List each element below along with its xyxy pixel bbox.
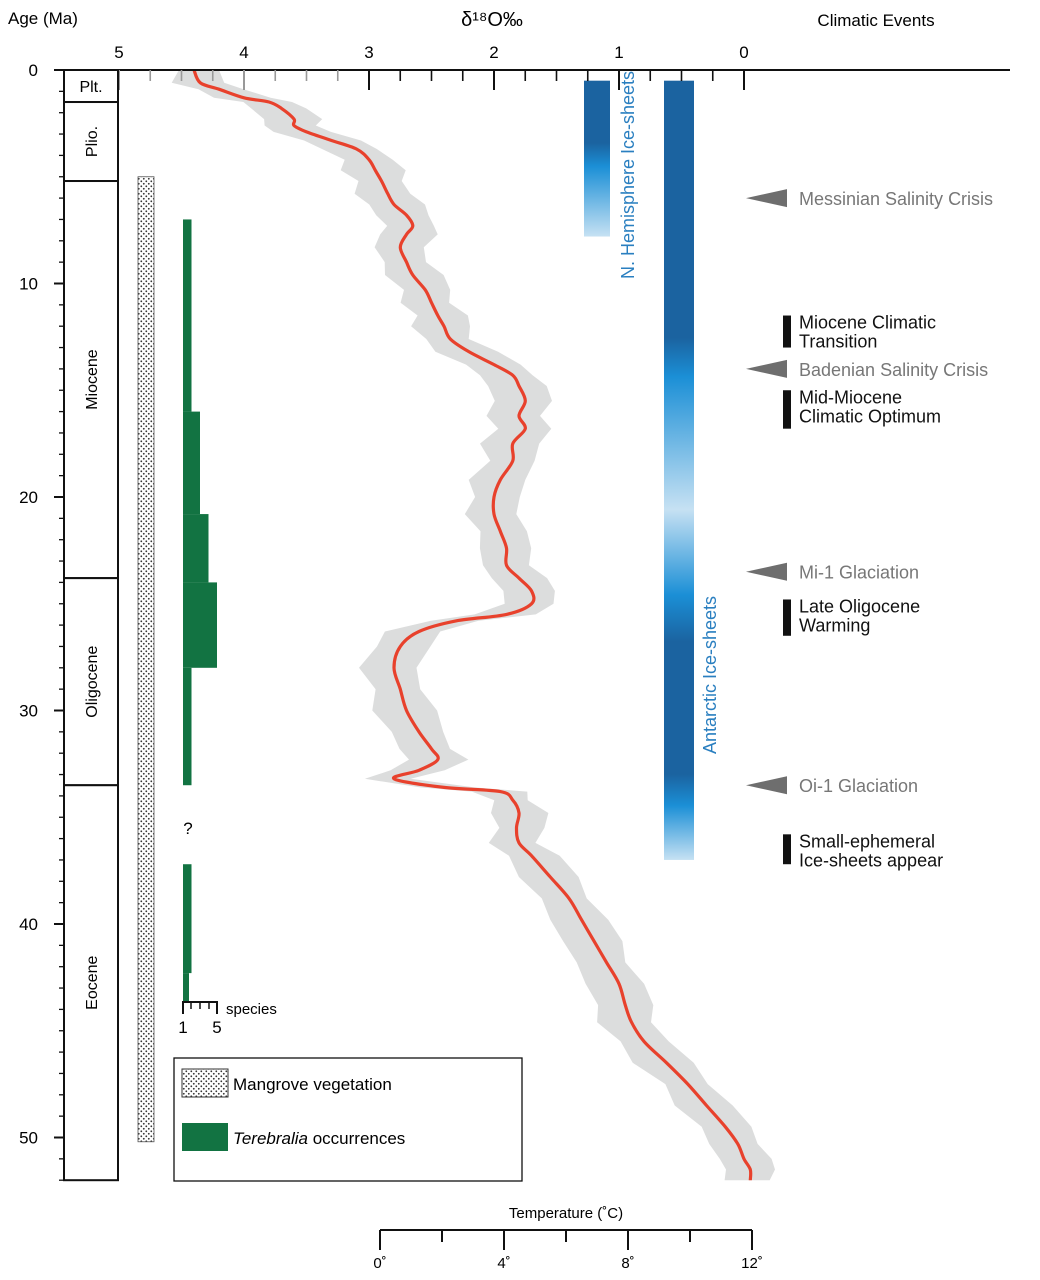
- legend-box: [173, 1057, 523, 1182]
- temperature-scale-title: Temperature (˚C): [509, 1205, 623, 1222]
- legend-swatch-mangrove: [181, 1068, 229, 1098]
- x-axis-title: δ¹⁸O‰: [461, 9, 523, 31]
- y-tick-label: 40: [19, 915, 38, 934]
- temperature-tick-12: 12˚: [741, 1255, 763, 1272]
- x-tick-label: 4: [239, 43, 248, 62]
- y-tick-label: 30: [19, 702, 38, 721]
- event-bar: [783, 834, 791, 865]
- species-scale: species 1 5: [178, 1001, 277, 1037]
- event-bar: [783, 315, 791, 348]
- event-label: Mi-1 Glaciation: [799, 563, 919, 583]
- x-tick-label: 2: [489, 43, 498, 62]
- event-bar: [783, 390, 791, 429]
- epoch-box: [63, 784, 119, 1182]
- species-scale-label: species: [226, 1001, 277, 1018]
- terebralia-block: [183, 667, 192, 786]
- epoch-label: Plt.: [79, 79, 102, 96]
- event-label: Late Oligocene Warming: [799, 596, 920, 635]
- legend-label-terebralia: Terebralia occurrences: [233, 1129, 405, 1148]
- event-arrow: [746, 776, 787, 795]
- epoch-label: Miocene: [84, 349, 101, 410]
- epoch-box: [63, 577, 119, 787]
- age-axis-title: Age (Ma): [8, 9, 78, 28]
- y-tick-label: 20: [19, 488, 38, 507]
- temperature-tick-0: 0˚: [373, 1255, 386, 1272]
- event-arrow: [746, 359, 787, 378]
- epoch-label: Plio.: [84, 126, 101, 157]
- climatic-events: Messinian Salinity Crisis Miocene Climati…: [746, 189, 993, 870]
- antarctic-ice-sheet-bar: [664, 80, 694, 860]
- event-label: Messinian Salinity Crisis: [799, 189, 993, 209]
- terebralia-unknown-marker: ?: [183, 819, 192, 838]
- nh-ice-sheet-bar: [584, 80, 610, 237]
- event-label: Oi-1 Glaciation: [799, 776, 918, 796]
- terebralia-block: [183, 864, 192, 974]
- x-tick-label: 0: [739, 43, 748, 62]
- terebralia-block: [183, 582, 217, 668]
- x-tick-label: 5: [114, 43, 123, 62]
- nh-ice-sheet-label: N. Hemisphere Ice-sheets: [618, 71, 638, 279]
- event-label: Small-ephemeral Ice-sheets appear: [799, 831, 943, 870]
- x-tick-label: 3: [364, 43, 373, 62]
- species-scale-tick-5: 5: [212, 1018, 221, 1037]
- temperature-scale: Temperature (˚C) 0˚ 4˚ 8˚ 12˚: [373, 1205, 763, 1272]
- event-label: Miocene Climatic Transition: [799, 313, 936, 352]
- biostratigraphy: ?: [137, 176, 217, 1143]
- ice-sheet-bars: N. Hemisphere Ice-sheets Antarctic Ice-sh…: [584, 71, 720, 860]
- epoch-label: Oligocene: [84, 646, 101, 718]
- terebralia-block: [183, 973, 189, 1003]
- legend-label-mangrove: Mangrove vegetation: [233, 1075, 392, 1094]
- legend-swatch-terebralia: [182, 1123, 228, 1151]
- y-tick-label: 0: [29, 61, 38, 80]
- terebralia-block: [183, 219, 192, 412]
- terebralia-block: [183, 411, 200, 515]
- events-title: Climatic Events: [817, 11, 934, 30]
- legend: Mangrove vegetation Terebralia occurrenc…: [173, 1057, 523, 1182]
- x-tick-label: 1: [614, 43, 623, 62]
- delta18o-curve: [192, 69, 753, 1181]
- species-scale-tick-1: 1: [178, 1018, 187, 1037]
- temperature-tick-4: 4˚: [497, 1255, 510, 1272]
- event-arrow: [746, 189, 787, 208]
- mangrove-vegetation-bar: [137, 176, 155, 1143]
- antarctic-ice-sheet-label: Antarctic Ice-sheets: [700, 596, 720, 754]
- event-label: Mid-Miocene Climatic Optimum: [799, 387, 941, 426]
- epoch-label: Eocene: [84, 955, 101, 1009]
- terebralia-block: [183, 514, 209, 583]
- event-label: Badenian Salinity Crisis: [799, 360, 988, 380]
- epoch-column: Plt. Plio. Miocene Oligocene Eocene: [63, 69, 119, 1182]
- event-arrow: [746, 562, 787, 581]
- delta18o-curve-group: [192, 69, 753, 1181]
- y-tick-label: 50: [19, 1129, 38, 1148]
- temperature-tick-8: 8˚: [621, 1255, 634, 1272]
- y-tick-label: 10: [19, 275, 38, 294]
- event-bar: [783, 599, 791, 636]
